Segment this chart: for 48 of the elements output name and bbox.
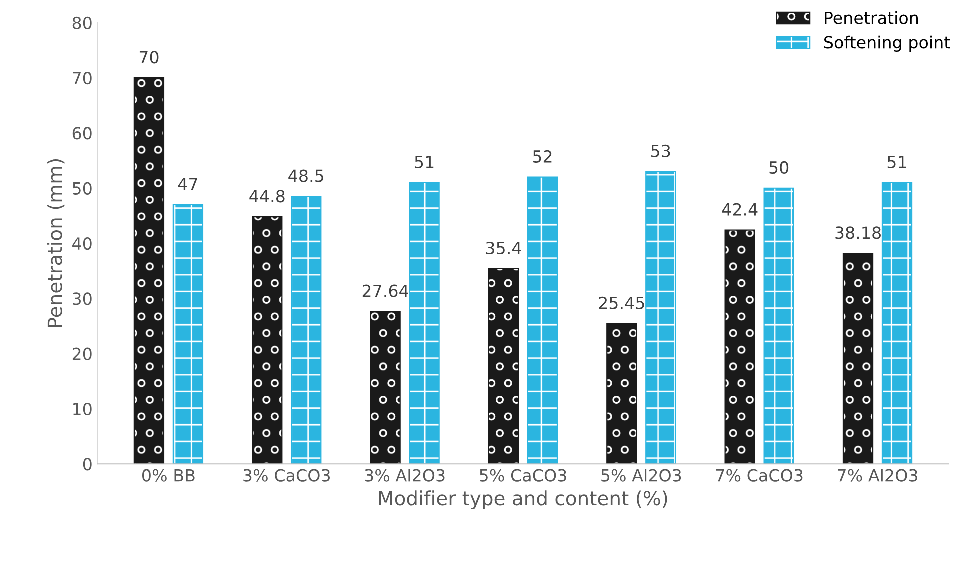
data-label: 42.4 [722,203,758,216]
bar [172,204,204,464]
y-tick-label: 60 [72,127,92,140]
x-tick-label: 5% CaCO3 [480,469,566,482]
x-tick-label: 5% Al2O3 [602,468,682,482]
bar [370,311,401,464]
data-label: 35.4 [486,242,522,255]
data-label: 27.64 [362,284,408,298]
data-label: 51 [415,156,434,169]
bar [646,171,676,464]
bar [252,216,283,464]
y-tick-label: 10 [74,402,92,416]
bar [882,182,913,464]
data-label: 47 [178,178,198,190]
data-label: 38.18 [836,226,881,240]
y-tick-label: 40 [72,237,92,250]
data-label: 50 [770,161,789,174]
legend-label: Softening point [824,36,950,52]
bar [527,176,558,464]
x-axis-title: Modifier type and content (%) [379,490,668,510]
y-tick-label: 20 [72,348,92,360]
data-label: 44.8 [250,190,285,203]
bar [606,323,638,464]
y-tick-label: 80 [72,16,92,30]
y-tick-label: 70 [73,72,92,85]
data-label: 52 [533,150,552,164]
data-label: 48.5 [288,170,324,182]
data-label: 25.45 [599,296,644,310]
y-tick-label: 30 [73,292,92,306]
data-label: 53 [652,144,670,158]
legend-label: Penetration [825,11,918,24]
x-tick-label: 3% Al2O3 [365,468,445,482]
bar [409,182,440,464]
bar [488,268,520,464]
y-axis-title: Penetration (mm) [47,160,65,328]
x-tick-label: 7% Al2O3 [838,468,918,482]
data-label: 70 [140,51,159,64]
data-label: 51 [888,156,906,169]
bar [842,253,874,464]
bar [764,188,794,464]
x-tick-label: 7% CaCO3 [716,469,803,482]
bar [724,230,756,464]
y-tick-label: 50 [73,182,92,195]
y-tick-label: 0 [83,458,92,471]
bar [134,78,165,464]
bar [291,196,322,464]
x-tick-label: 0% BB [142,469,195,482]
x-tick-label: 3% CaCO3 [244,469,330,482]
